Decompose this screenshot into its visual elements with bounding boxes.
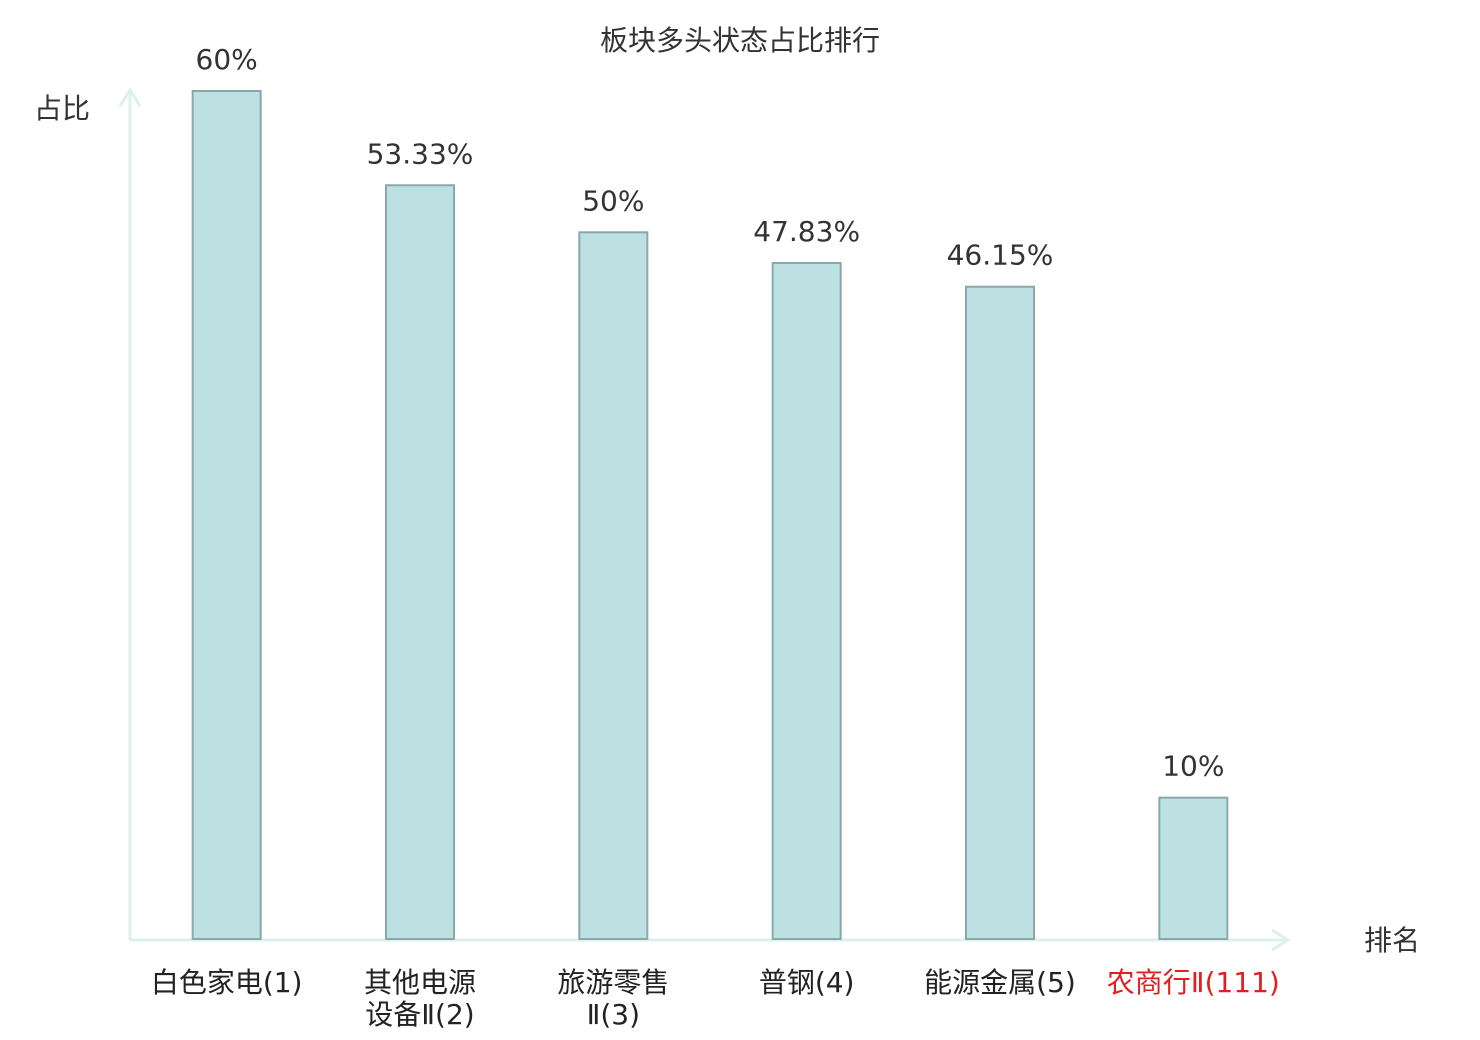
y-axis-label: 占比: [34, 92, 90, 125]
value-label: 53.33%: [367, 137, 474, 170]
x-tick-label: 白色家电(1): [150, 966, 303, 999]
chart-title: 板块多头状态占比排行: [600, 24, 880, 57]
value-label: 50%: [582, 184, 644, 217]
bar: [191, 90, 262, 940]
bar: [578, 231, 649, 941]
x-tick-label: 普钢(4): [758, 966, 855, 999]
bar: [965, 285, 1035, 941]
bar: [771, 262, 842, 940]
value-label: 47.83%: [753, 215, 860, 248]
y-arrow: [118, 87, 142, 107]
axes: [118, 87, 1291, 952]
bar: [385, 184, 455, 940]
x-axis-label: 排名: [1364, 924, 1420, 957]
x-tick-label: 其他电源设备Ⅱ(2): [363, 966, 476, 1031]
bar: [1158, 796, 1229, 941]
x-tick-label: 能源金属(5): [924, 966, 1076, 999]
x-arrow: [1271, 928, 1291, 952]
value-label: 10%: [1162, 750, 1224, 783]
x-tick-label: 农商行Ⅱ(111): [1106, 966, 1280, 999]
value-label: 60%: [196, 43, 258, 76]
x-tick-label: 旅游零售Ⅱ(3): [557, 966, 670, 1031]
value-label: 46.15%: [947, 239, 1054, 272]
